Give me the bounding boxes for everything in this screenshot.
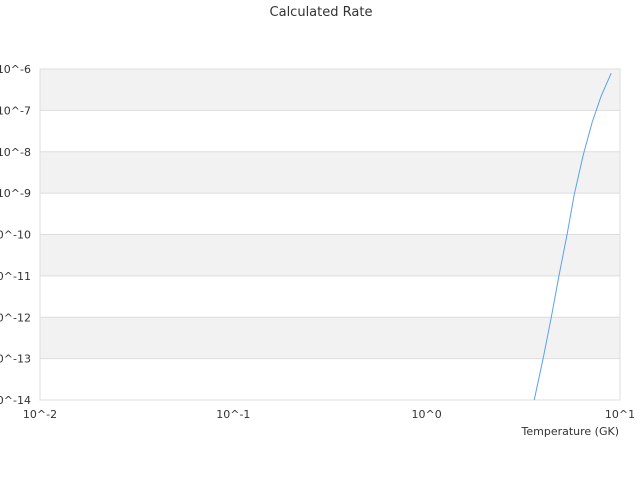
grid-band [40,317,620,359]
y-tick-label: 10^-7 [0,104,31,117]
x-tick-label: 10^1 [605,408,635,421]
y-tick-label: 10^-12 [0,311,31,324]
y-tick-label: 10^-11 [0,270,31,283]
y-tick-label: 10^-9 [0,187,31,200]
y-tick-label: 10^-13 [0,353,31,366]
x-tick-label: 10^-1 [216,408,250,421]
rate-line [533,72,612,401]
x-tick-label: 10^-2 [23,408,57,421]
grid-band [40,234,620,276]
x-axis-label: Temperature (GK) [521,425,620,438]
plot-frame [39,68,621,401]
grid-band [40,151,620,194]
y-tick-label: 10^-6 [0,63,31,76]
grid-band [40,69,620,111]
y-tick-label: 10^-14 [0,394,31,407]
chart-title: Calculated Rate [270,5,373,20]
x-tick-label: 10^0 [412,408,442,421]
y-tick-label: 10^-8 [0,146,31,159]
y-tick-label: 10^-10 [0,229,31,242]
